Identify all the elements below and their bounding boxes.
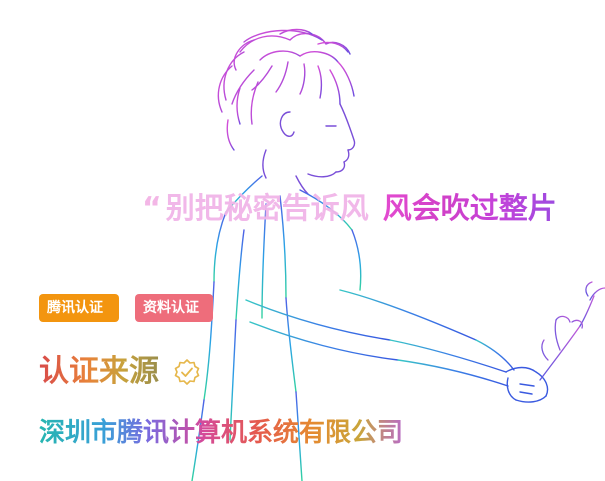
- signature-quote: “别把秘密告诉风 风会吹过整片: [142, 188, 557, 229]
- profile-verified-badge[interactable]: 资料认证: [135, 294, 213, 322]
- tencent-verified-badge[interactable]: 腾讯认证: [39, 294, 119, 322]
- verification-source-label: 认证来源: [39, 352, 159, 392]
- body-lines: [191, 175, 362, 481]
- flower-lines: [539, 281, 605, 381]
- hand-lines: [505, 366, 549, 403]
- verified-check-icon: [174, 359, 200, 385]
- quote-text-part2: 风会吹过整片: [382, 191, 557, 225]
- quote-text-part1: 别把秘密告诉风: [165, 191, 369, 225]
- arm-lines: [245, 289, 515, 387]
- face-lines: [262, 103, 356, 195]
- company-name: 深圳市腾讯计算机系统有限公司: [39, 414, 403, 452]
- quote-mark: “: [142, 191, 162, 226]
- verification-source-title: 认证来源: [39, 352, 201, 392]
- hair-lines: [217, 28, 355, 151]
